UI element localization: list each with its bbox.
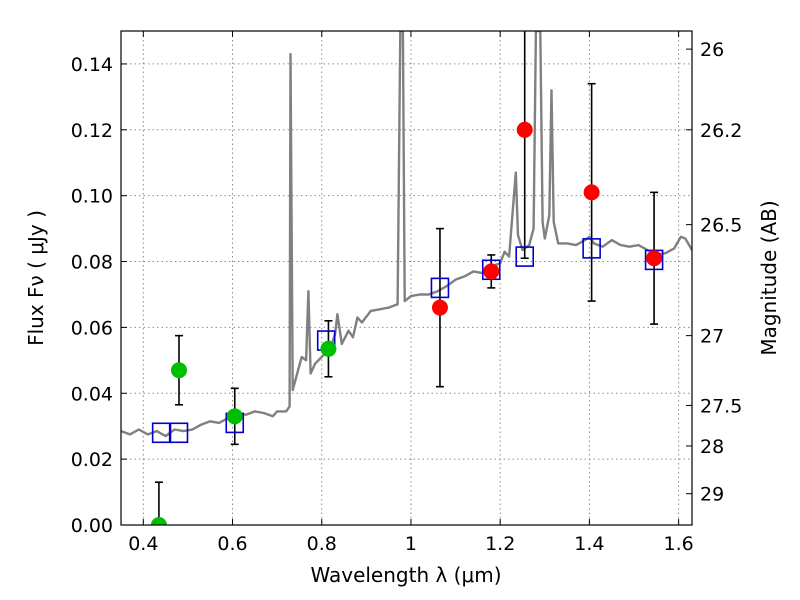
y-tick-label: 0.10: [71, 186, 113, 208]
spectrum-layer: [121, 31, 692, 438]
y-tick-label: 0.02: [71, 449, 113, 471]
x-tick-label: 0.4: [128, 533, 158, 555]
y-tick-label: 0.04: [71, 383, 113, 405]
green-data-point: [226, 408, 243, 425]
red-data-point: [431, 299, 448, 316]
red-data-point: [583, 184, 600, 201]
red-data-point: [646, 250, 663, 267]
x-tick-label: 0.6: [217, 533, 247, 555]
red-data-point: [516, 121, 533, 138]
right-tick-label: 29: [700, 484, 724, 506]
model-square: [515, 246, 535, 267]
green-data-point: [320, 340, 337, 357]
x-tick-label: 1.6: [664, 533, 694, 555]
photometry-points-layer: [150, 121, 663, 525]
y-axis-label: Flux Fν ( μJy ): [24, 210, 48, 346]
plot-frame: [120, 30, 693, 526]
model-square: [582, 238, 601, 259]
green-data-point: [170, 362, 187, 379]
right-tick-label: 26.5: [700, 215, 742, 237]
right-tick-label: 28: [700, 436, 724, 458]
y-axis-right-label: Magnitude (AB): [757, 200, 781, 355]
right-tick-label: 27: [700, 326, 724, 348]
spectrum-line: [121, 31, 692, 438]
right-tick-label: 26: [700, 39, 724, 61]
y-tick-label: 0.14: [71, 54, 113, 76]
x-tick-label: 1: [405, 533, 417, 555]
y-tick-label: 0.00: [71, 515, 113, 537]
model-square: [151, 422, 171, 444]
green-data-point: [150, 517, 167, 525]
ticks: 0.4 0.6 0.8 1 1.2 1.4 1.6 0.00 0.02 0.04 0.06 0.08 0…: [71, 31, 742, 555]
y-tick-label: 0.06: [71, 317, 113, 339]
red-data-point: [483, 263, 500, 280]
right-tick-label: 27.5: [700, 395, 742, 417]
x-tick-label: 1.2: [485, 533, 515, 555]
x-axis-label: Wavelength λ (μm): [310, 563, 501, 587]
x-tick-label: 0.8: [307, 533, 337, 555]
model-square: [430, 277, 450, 299]
y-tick-label: 0.12: [71, 120, 113, 142]
right-tick-label: 26.2: [700, 120, 742, 142]
x-tick-label: 1.4: [574, 533, 604, 555]
model-square: [169, 422, 189, 444]
y-tick-label: 0.08: [71, 252, 113, 274]
